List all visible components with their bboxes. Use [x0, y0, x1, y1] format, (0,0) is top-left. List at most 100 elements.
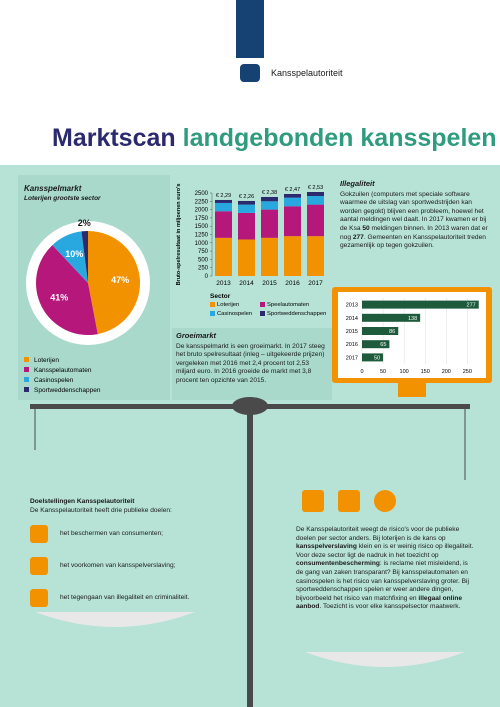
pie-slice	[81, 231, 88, 283]
illegal-heading: Illegaliteit	[340, 179, 375, 188]
pivot	[232, 397, 268, 415]
pie-slice	[52, 231, 88, 283]
bar-segment	[261, 237, 278, 276]
bar-segment	[261, 209, 278, 238]
legend-label: Kansspelautomaten	[34, 367, 92, 374]
x-tick-label: 0	[360, 369, 363, 375]
pie-label: 2%	[78, 218, 91, 228]
legend-label: Loterijen	[34, 357, 59, 364]
bar-segment	[238, 239, 255, 276]
bar	[362, 327, 399, 335]
text: : is reclame niet misleidend, is de gang…	[296, 560, 469, 602]
icon-alert	[338, 490, 360, 512]
x-tick-label: 2016	[285, 280, 300, 287]
bold-text: 277	[352, 233, 364, 241]
legend-swatch	[24, 357, 29, 362]
bar	[362, 300, 479, 309]
bar-segment	[238, 204, 255, 213]
y-tick-label: 2250	[195, 199, 209, 205]
hbar-chart: 0 50 100 150 200 250 2013 277 2014 138 2015 86 2016 6…	[338, 292, 486, 378]
bold-text: 50	[362, 224, 370, 232]
doelstellingen: Doelstellingen Kansspelautoriteit De Kan…	[30, 498, 230, 608]
groei-panel	[172, 328, 332, 400]
bold-text: illegaal online aanbod	[296, 594, 463, 611]
total-label: € 2,53	[308, 185, 323, 191]
value-label: 138	[408, 316, 417, 322]
pie-slice	[88, 231, 140, 335]
y-tick-label: 2013	[346, 303, 358, 309]
y-tick-label: 250	[198, 266, 209, 272]
value-label: 277	[467, 303, 476, 309]
y-tick-label: 2015	[346, 329, 358, 335]
right-pan	[305, 652, 465, 667]
title-rest: landgebonden kansspelen 2017	[182, 124, 500, 152]
bar-segment	[261, 196, 278, 202]
legend-label: Sportweddenschappen	[267, 311, 326, 317]
x-tick-label: 100	[400, 369, 409, 375]
legend-label: Casinospelen	[217, 311, 252, 317]
goal-icon	[30, 525, 48, 544]
icon-ban	[374, 490, 396, 512]
legend-label: Loterijen	[217, 302, 239, 308]
bold-text: consumentenbescherming	[296, 560, 380, 568]
doel-intro: De Kansspelautoriteit heeft drie publiek…	[30, 506, 172, 514]
icon-check	[302, 490, 324, 512]
text: . Toezicht is voor elke kansspelsector m…	[319, 603, 461, 611]
y-tick-label: 2017	[346, 355, 358, 361]
bar-segment	[307, 195, 324, 205]
legend-title: Sector	[210, 293, 231, 300]
pie-subtitle: Loterijen grootste sector	[24, 195, 101, 202]
text: Gokzuilen (computers met speciale softwa…	[340, 190, 487, 232]
text: klein en is er weinig risico op illegali…	[296, 543, 474, 559]
bar	[362, 313, 421, 322]
y-tick-label: 1250	[195, 233, 209, 239]
pie-chart: 47% 41% 10% 2% Loterijen Kansspelautomaten Cas…	[24, 218, 150, 394]
pie-label: 10%	[65, 249, 83, 259]
value-label: 86	[389, 329, 395, 335]
logo-stripe	[236, 0, 264, 58]
y-tick-label: 750	[198, 249, 209, 255]
legend-swatch	[24, 377, 29, 382]
legend-swatch	[210, 311, 215, 316]
pie-slice	[36, 245, 98, 335]
goal-text: het beschermen van consumenten;	[60, 529, 163, 537]
groei-heading: Groeimarkt	[176, 331, 217, 340]
text: meldingen binnen. In 2013 waren dat er n…	[340, 224, 488, 241]
bar-segment	[307, 192, 324, 196]
legend-swatch	[210, 302, 215, 307]
y-axis-label: Bruto-spelresultaat in miljoenen euro's	[176, 184, 182, 286]
organization: Kansspelautoriteit	[271, 68, 343, 78]
x-tick-label: 50	[380, 369, 386, 375]
bar-segment	[284, 193, 301, 198]
bar-segment	[238, 200, 255, 205]
goal-item: het beschermen van consumenten;	[30, 525, 230, 544]
legend-label: Sportweddenschappen	[34, 387, 101, 394]
x-tick-label: 150	[421, 369, 430, 375]
text: De Kansspelautoriteit weegt de risico's …	[296, 526, 460, 542]
balance	[30, 397, 470, 707]
text: . Gemeenten en Kansspelautoriteit treden…	[340, 233, 486, 250]
x-tick-label: 2015	[262, 280, 277, 287]
doel-heading: Doelstellingen Kansspelautoriteit	[30, 498, 135, 505]
bar	[362, 353, 384, 362]
y-tick-label: 500	[198, 257, 209, 263]
goal-text: het voorkomen van kansspelverslaving;	[60, 561, 176, 569]
illegaliteit: Illegaliteit Gokzuilen (computers met sp…	[340, 179, 490, 251]
total-label: € 2,29	[216, 193, 231, 199]
legend-label: Casinospelen	[34, 377, 74, 384]
left-pan	[35, 612, 195, 627]
y-tick-label: 1000	[195, 241, 209, 247]
icons	[302, 490, 402, 518]
y-tick-label: 0	[205, 274, 209, 280]
pole	[247, 410, 253, 707]
x-tick-label: 250	[463, 369, 472, 375]
goal-item: het voorkomen van kansspelverslaving;	[30, 557, 230, 576]
title-bold: Marktscan	[52, 124, 176, 152]
bar	[362, 340, 390, 349]
stacked-bar-chart: Bruto-spelresultaat in miljoenen euro's 0…	[176, 184, 326, 317]
pie-label: 47%	[111, 275, 129, 285]
y-tick-label: 2500	[195, 191, 209, 197]
bar-segment	[215, 199, 232, 203]
risico-text: De Kansspelautoriteit weegt de risico's …	[296, 526, 476, 612]
